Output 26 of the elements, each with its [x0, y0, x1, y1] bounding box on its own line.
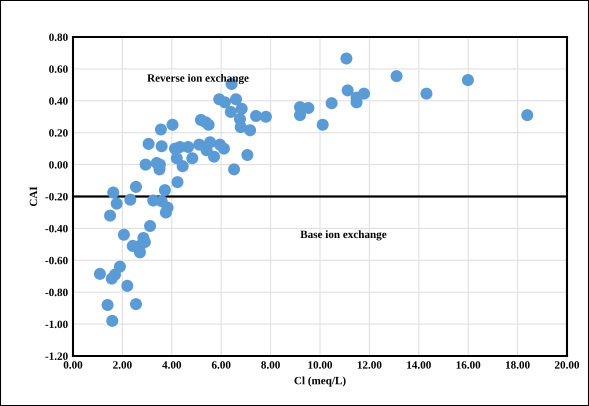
y-tick-label: 0.80 — [49, 33, 68, 42]
y-tick-label: 0.00 — [49, 161, 68, 169]
y-tick-label: 0.20 — [49, 129, 68, 137]
x-tick-label: 16.00 — [456, 361, 480, 369]
x-tick-label: 12.00 — [358, 361, 382, 369]
x-tick-label: 18.00 — [506, 361, 530, 369]
x-tick-label: 8.00 — [261, 361, 280, 369]
y-axis-title: CAI — [30, 186, 38, 206]
x-axis-title: Cl (meq/L) — [294, 376, 346, 387]
annotation: Reverse ion exchange — [147, 74, 249, 84]
x-tick-label: 0.00 — [64, 361, 82, 369]
y-tick-label: -0.60 — [45, 256, 68, 264]
x-tick-label: 4.00 — [162, 361, 182, 369]
y-tick-label: 0.60 — [49, 65, 68, 73]
x-tick-label: 20.00 — [554, 361, 580, 369]
y-tick-label: -1.00 — [45, 320, 68, 328]
x-tick-label: 10.00 — [308, 361, 332, 369]
annotation: Base ion exchange — [300, 230, 386, 240]
x-tick-label: 2.00 — [113, 361, 132, 369]
y-tick-label: -0.20 — [45, 192, 68, 201]
x-tick-label: 14.00 — [407, 361, 431, 369]
y-tick-label: -1.20 — [45, 352, 68, 360]
x-tick-label: 6.00 — [212, 361, 230, 369]
y-tick-label: -0.40 — [45, 224, 68, 232]
y-tick-label: -0.80 — [45, 288, 68, 296]
y-tick-label: 0.40 — [49, 97, 68, 105]
